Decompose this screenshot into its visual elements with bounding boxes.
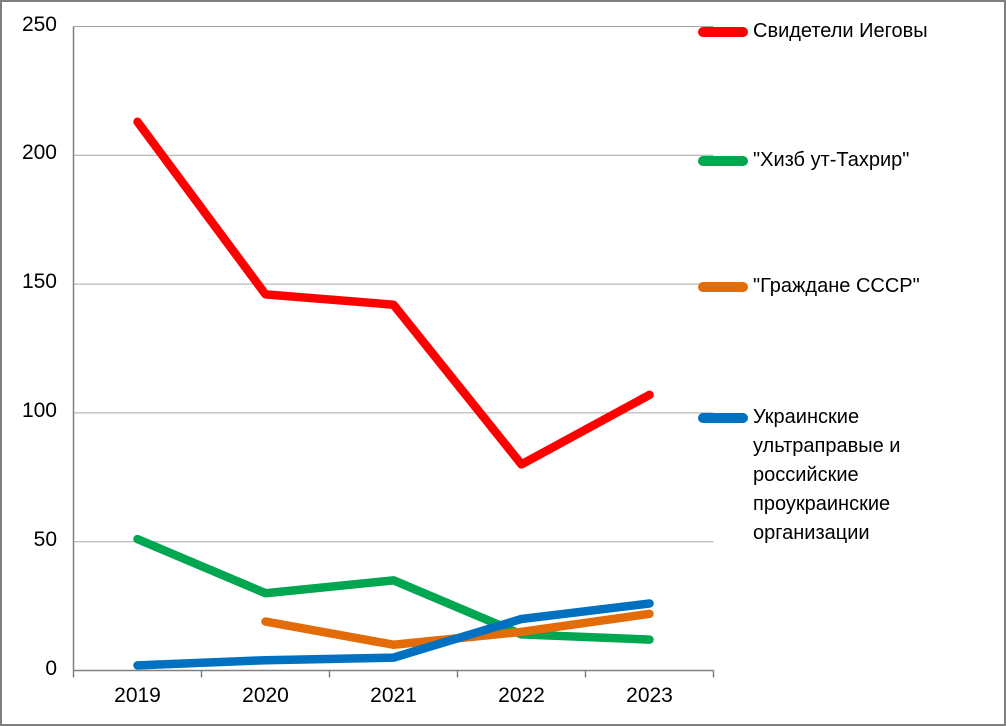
legend-swatch-1 bbox=[698, 156, 748, 166]
y-axis-label: 100 bbox=[21, 398, 57, 422]
series-line-0 bbox=[133, 117, 654, 469]
y-axis-label: 50 bbox=[33, 527, 57, 551]
series-line-3 bbox=[133, 599, 654, 670]
series-line-1 bbox=[133, 534, 654, 644]
legend-swatch-3 bbox=[698, 413, 748, 423]
legend-label-1: "Хизб ут-Тахрир" bbox=[753, 149, 910, 171]
legend-swatch-0 bbox=[698, 27, 748, 37]
legend-label-0: Свидетели Иеговы bbox=[753, 20, 928, 42]
legend-label-3: Украинские ультраправые и российские про… bbox=[753, 406, 901, 544]
y-axis-label: 250 bbox=[21, 12, 57, 36]
x-axis-label: 2020 bbox=[242, 684, 289, 707]
x-axis-label: 2022 bbox=[498, 684, 545, 707]
y-axis-label: 150 bbox=[21, 270, 57, 294]
x-axis-label: 2019 bbox=[114, 684, 161, 707]
x-axis-label: 2023 bbox=[626, 684, 673, 707]
legend-swatch-2 bbox=[698, 282, 748, 292]
y-axis-label: 0 bbox=[45, 656, 57, 680]
y-axis-label: 200 bbox=[21, 141, 57, 165]
legend-label-2: "Граждане СССР" bbox=[753, 275, 920, 297]
x-axis-label: 2021 bbox=[370, 684, 417, 707]
